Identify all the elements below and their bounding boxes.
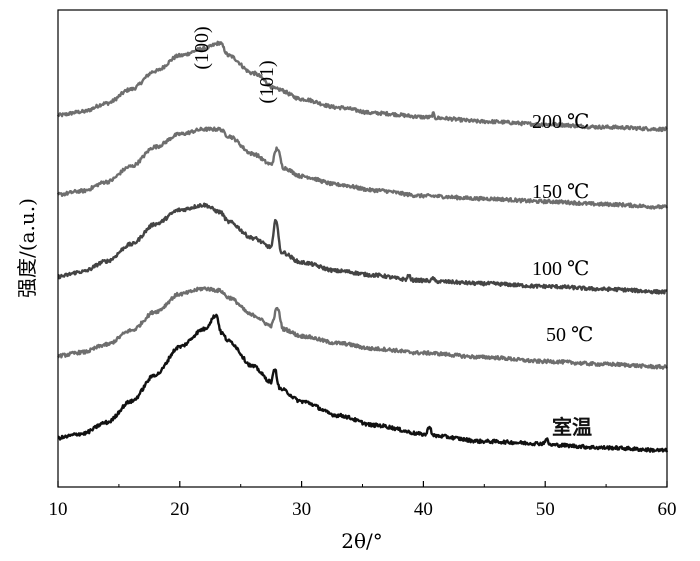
series-labels: 200 ℃ 150 ℃ 100 ℃ 50 ℃ 室温 [532,111,593,439]
peak-annotations: (100) (101) [191,26,278,103]
peak-label-0: (100) [191,26,213,69]
y-axis-label: 强度/(a.u.) [15,198,39,298]
series-line-2 [57,202,668,295]
x-tick-label: 40 [414,499,433,520]
series-line-0 [56,40,668,133]
series-label-4: 室温 [552,415,592,439]
x-axis-label: 2θ/° [341,529,383,553]
series-group [56,40,669,453]
series-line-4 [57,313,669,453]
x-tick-label: 20 [170,499,189,520]
series-line-3 [57,286,668,370]
x-ticks: 10 20 30 40 50 60 [49,481,677,520]
x-tick-label: 10 [49,499,68,520]
peak-label-1: (101) [256,60,278,103]
x-tick-label: 30 [292,499,311,520]
series-line-1 [56,126,669,210]
series-label-3: 50 ℃ [546,324,593,346]
series-label-1: 150 ℃ [532,181,589,203]
series-label-2: 100 ℃ [532,258,589,280]
series-label-0: 200 ℃ [532,111,589,133]
x-tick-label: 60 [658,499,677,520]
x-tick-label: 50 [536,499,555,520]
